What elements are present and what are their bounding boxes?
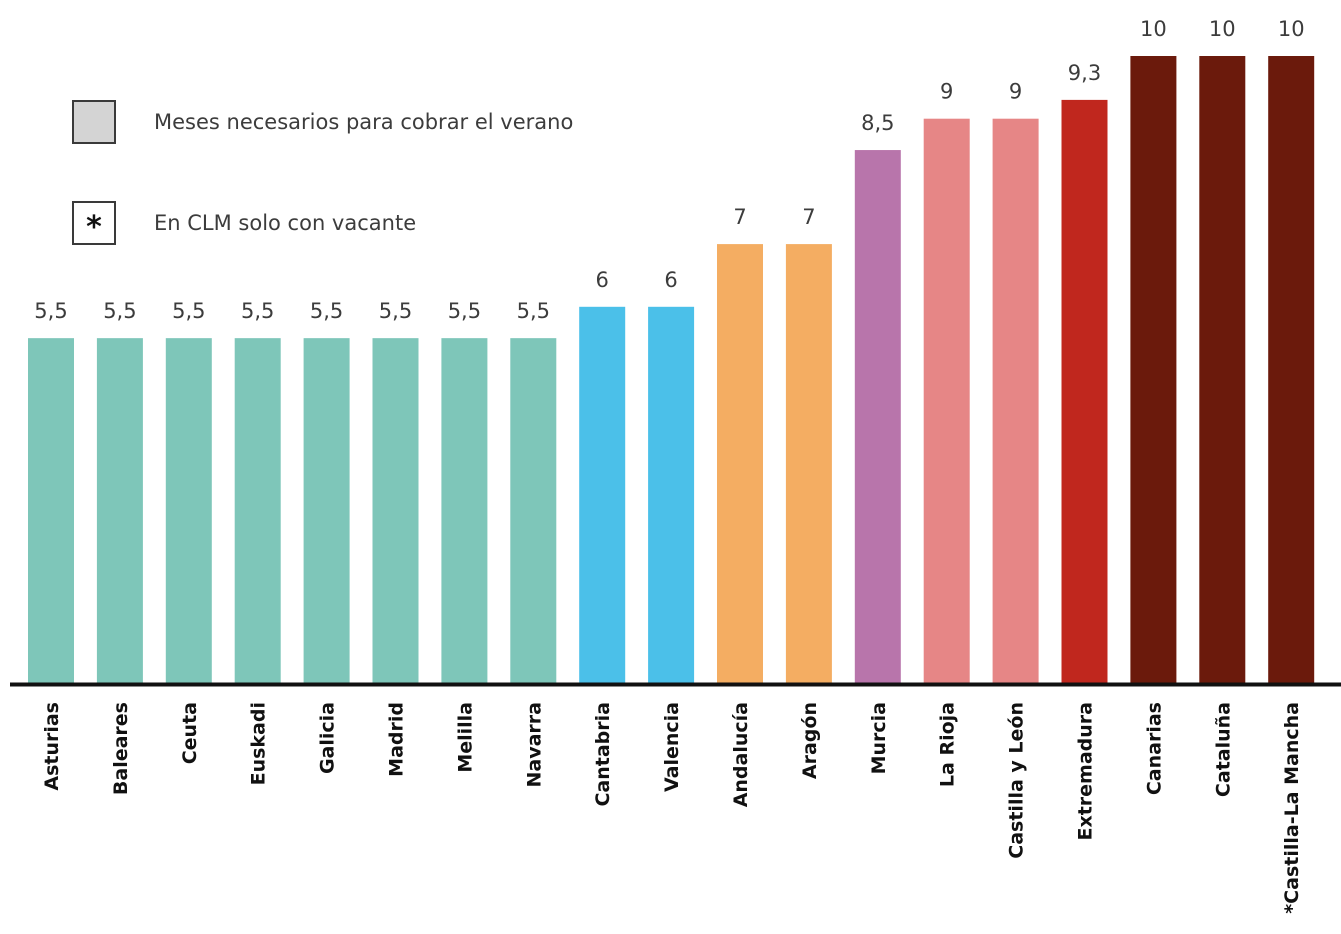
value-label-14: 9 <box>1009 80 1022 104</box>
category-label-9: Valencia <box>661 702 683 792</box>
category-label-15: Extremadura <box>1075 702 1097 841</box>
category-label-13: La Rioja <box>937 702 959 787</box>
bar-12 <box>854 150 901 684</box>
bar-9 <box>648 306 695 683</box>
bar-14 <box>992 118 1039 683</box>
category-label-17: Cataluña <box>1212 702 1234 797</box>
category-label-6: Melilla <box>454 702 476 773</box>
category-label-2: Ceuta <box>179 702 201 764</box>
value-label-4: 5,5 <box>310 299 343 323</box>
value-label-3: 5,5 <box>241 299 274 323</box>
legend-swatch-icon <box>72 100 116 144</box>
legend-clm-note: * En CLM solo con vacante <box>72 201 416 245</box>
category-label-18: *Castilla-La Mancha <box>1281 702 1303 914</box>
category-label-3: Euskadi <box>248 702 270 785</box>
category-label-5: Madrid <box>386 702 408 777</box>
bar-13 <box>923 118 970 683</box>
value-label-10: 7 <box>733 205 746 229</box>
bar-1 <box>96 338 143 683</box>
value-label-9: 6 <box>664 268 677 292</box>
bar-18 <box>1268 56 1315 683</box>
value-label-6: 5,5 <box>448 299 481 323</box>
category-label-1: Baleares <box>110 702 132 795</box>
bar-8 <box>579 306 626 683</box>
value-label-8: 6 <box>596 268 609 292</box>
bar-10 <box>717 244 763 683</box>
legend-clm-label: En CLM solo con vacante <box>154 211 417 235</box>
category-label-8: Cantabria <box>592 702 614 807</box>
bar-6 <box>441 338 488 683</box>
bar-17 <box>1199 56 1246 683</box>
bar-15 <box>1061 99 1108 683</box>
value-label-0: 5,5 <box>34 299 67 323</box>
bar-4 <box>303 338 350 683</box>
category-label-7: Navarra <box>523 702 545 788</box>
asterisk-icon: * <box>72 201 116 245</box>
category-label-12: Murcia <box>868 702 890 774</box>
value-label-12: 8,5 <box>861 111 894 135</box>
bar-3 <box>234 338 281 683</box>
value-label-15: 9,3 <box>1068 61 1101 85</box>
value-label-16: 10 <box>1140 17 1167 41</box>
category-label-10: Andalucía <box>730 702 752 807</box>
category-label-14: Castilla y León <box>1006 702 1028 859</box>
legend-months: Meses necesarios para cobrar el verano <box>72 100 573 144</box>
bar-11 <box>785 244 832 683</box>
value-label-13: 9 <box>940 80 953 104</box>
value-label-18: 10 <box>1278 17 1305 41</box>
category-label-0: Asturias <box>41 702 63 791</box>
value-label-5: 5,5 <box>379 299 412 323</box>
category-label-16: Canarias <box>1143 702 1165 795</box>
bar-16 <box>1130 56 1177 683</box>
bar-0 <box>28 338 74 683</box>
bar-5 <box>372 338 419 683</box>
value-label-2: 5,5 <box>172 299 205 323</box>
category-label-11: Aragón <box>799 702 821 779</box>
category-label-4: Galicia <box>317 702 339 774</box>
bar-7 <box>510 338 557 683</box>
bar-2 <box>165 338 212 683</box>
value-label-11: 7 <box>802 205 815 229</box>
value-label-7: 5,5 <box>517 299 550 323</box>
value-label-1: 5,5 <box>103 299 136 323</box>
legend-months-label: Meses necesarios para cobrar el verano <box>154 110 574 134</box>
value-label-17: 10 <box>1209 17 1236 41</box>
